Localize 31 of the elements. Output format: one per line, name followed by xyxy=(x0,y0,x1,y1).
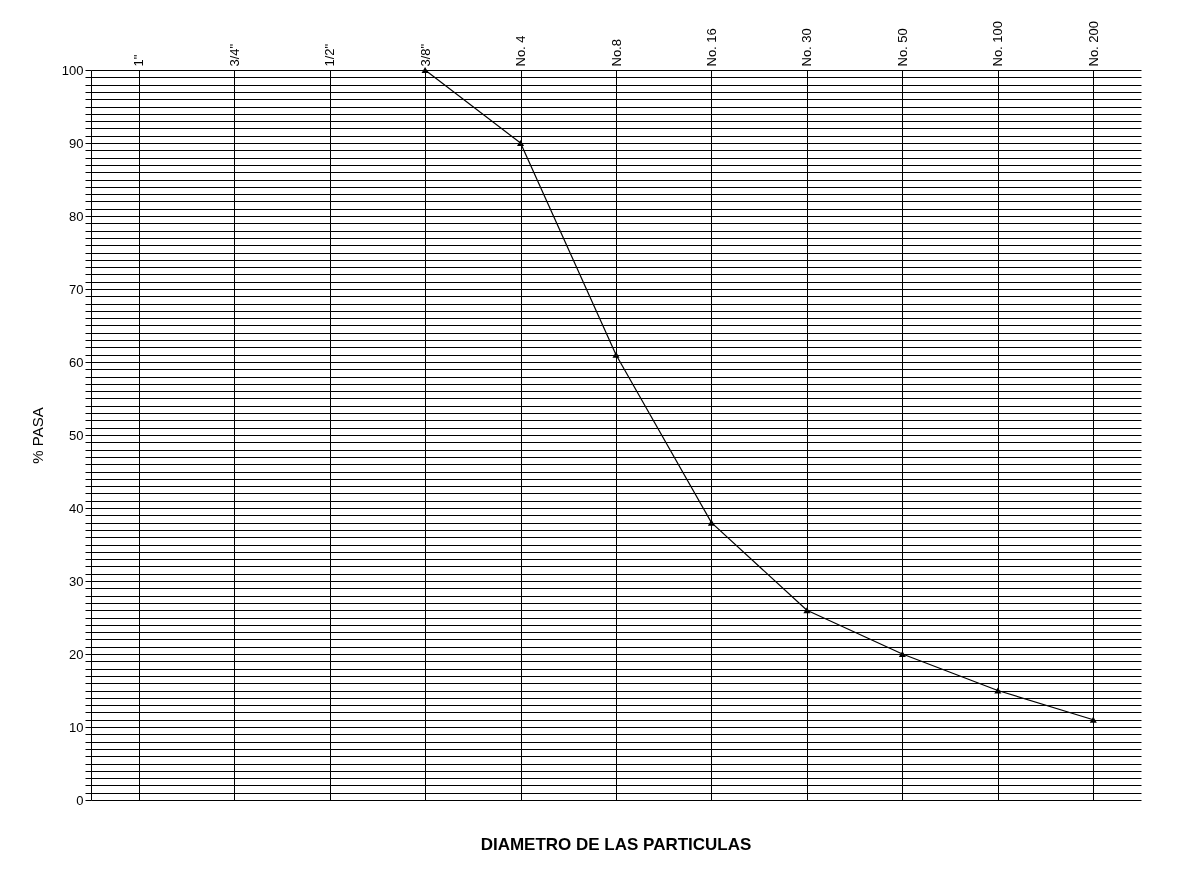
point xyxy=(1089,716,1097,723)
point xyxy=(994,687,1002,694)
point xyxy=(517,139,525,147)
point xyxy=(421,66,429,74)
x-axis-title: DIAMETRO DE LAS PARTICULAS xyxy=(480,835,752,854)
x-tick-label: No. 30 xyxy=(799,28,815,67)
y-tick-label: 100 xyxy=(61,62,84,78)
y-tick-label: 50 xyxy=(69,427,84,443)
point xyxy=(707,519,715,526)
y-tick-label: 60 xyxy=(69,354,84,370)
y-tick-label: 70 xyxy=(69,281,84,297)
x-tick-label: No. 16 xyxy=(703,28,719,67)
x-tick-label: 1" xyxy=(131,54,147,67)
x-tick-label: 1/2" xyxy=(322,43,338,67)
y-tick-label: 30 xyxy=(69,573,84,589)
x-tick-label: 3/4" xyxy=(226,43,242,67)
y-tick-label: 90 xyxy=(69,135,84,151)
x-tick-label: No. 100 xyxy=(990,20,1006,67)
x-tick-label: No. 50 xyxy=(894,28,910,67)
point xyxy=(898,650,906,658)
point xyxy=(612,351,620,358)
x-tick-label: No. 4 xyxy=(513,35,529,67)
y-tick-label: 40 xyxy=(69,500,84,516)
y-axis-title: % PASA xyxy=(28,407,46,464)
y-tick-label: 20 xyxy=(69,646,84,662)
x-tick-label: No.8 xyxy=(608,39,624,67)
y-tick-label: 0 xyxy=(76,792,84,808)
y-tick-label: 10 xyxy=(69,719,84,735)
x-tick-label: 3/8" xyxy=(417,43,433,67)
y-tick-label: 80 xyxy=(69,208,84,224)
x-tick-label: No. 200 xyxy=(1085,20,1101,67)
